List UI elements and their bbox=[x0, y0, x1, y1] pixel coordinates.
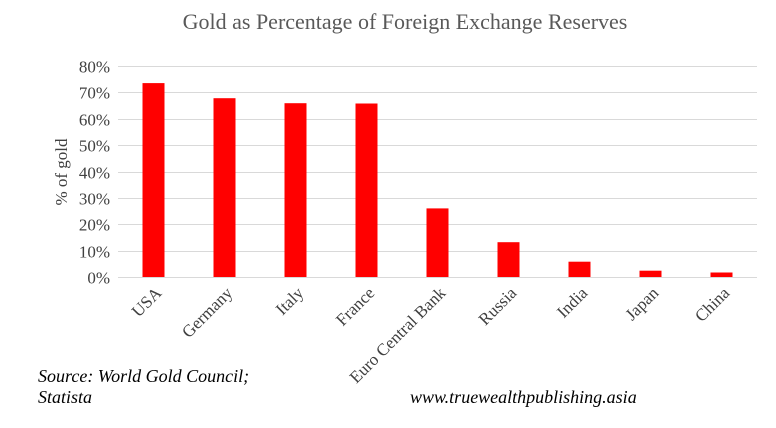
source-note: Source: World Gold Council; Statista bbox=[38, 366, 338, 408]
y-tick-label: 10% bbox=[79, 243, 110, 262]
y-tick-label: 50% bbox=[79, 137, 110, 156]
bar bbox=[142, 83, 165, 277]
y-tick-label: 40% bbox=[79, 164, 110, 183]
y-tick-label: 20% bbox=[79, 216, 110, 235]
bar bbox=[426, 208, 449, 277]
bar bbox=[710, 272, 733, 277]
source-line-1: Source: World Gold Council; bbox=[38, 366, 250, 386]
bar bbox=[639, 270, 662, 277]
bar bbox=[497, 242, 520, 277]
x-category-label: Japan bbox=[622, 283, 663, 324]
x-category-label: France bbox=[332, 283, 378, 329]
y-tick-label: 70% bbox=[79, 84, 110, 103]
x-category-label: USA bbox=[128, 283, 166, 321]
y-tick-label: 0% bbox=[87, 269, 110, 288]
x-category-label: Germany bbox=[178, 283, 237, 342]
y-tick-label: 80% bbox=[79, 58, 110, 77]
x-category-label: China bbox=[691, 283, 733, 325]
x-category-label: India bbox=[553, 283, 591, 321]
y-tick-label: 60% bbox=[79, 111, 110, 130]
bar bbox=[568, 261, 591, 277]
y-tick-label: 30% bbox=[79, 190, 110, 209]
x-category-label: Italy bbox=[272, 283, 308, 319]
bar bbox=[284, 103, 307, 277]
y-axis-label: % of gold bbox=[52, 138, 71, 206]
source-line-2: Statista bbox=[38, 387, 93, 407]
y-axis-ticks: 0% 10% 20% 30% 40% 50% 60% 70% 80% bbox=[79, 58, 110, 288]
bar bbox=[355, 103, 378, 277]
x-category-label: Russia bbox=[475, 283, 521, 329]
bar bbox=[213, 98, 236, 277]
chart-title: Gold as Percentage of Foreign Exchange R… bbox=[183, 9, 628, 34]
bars bbox=[142, 83, 733, 277]
website-url: www.truewealthpublishing.asia bbox=[410, 387, 637, 407]
